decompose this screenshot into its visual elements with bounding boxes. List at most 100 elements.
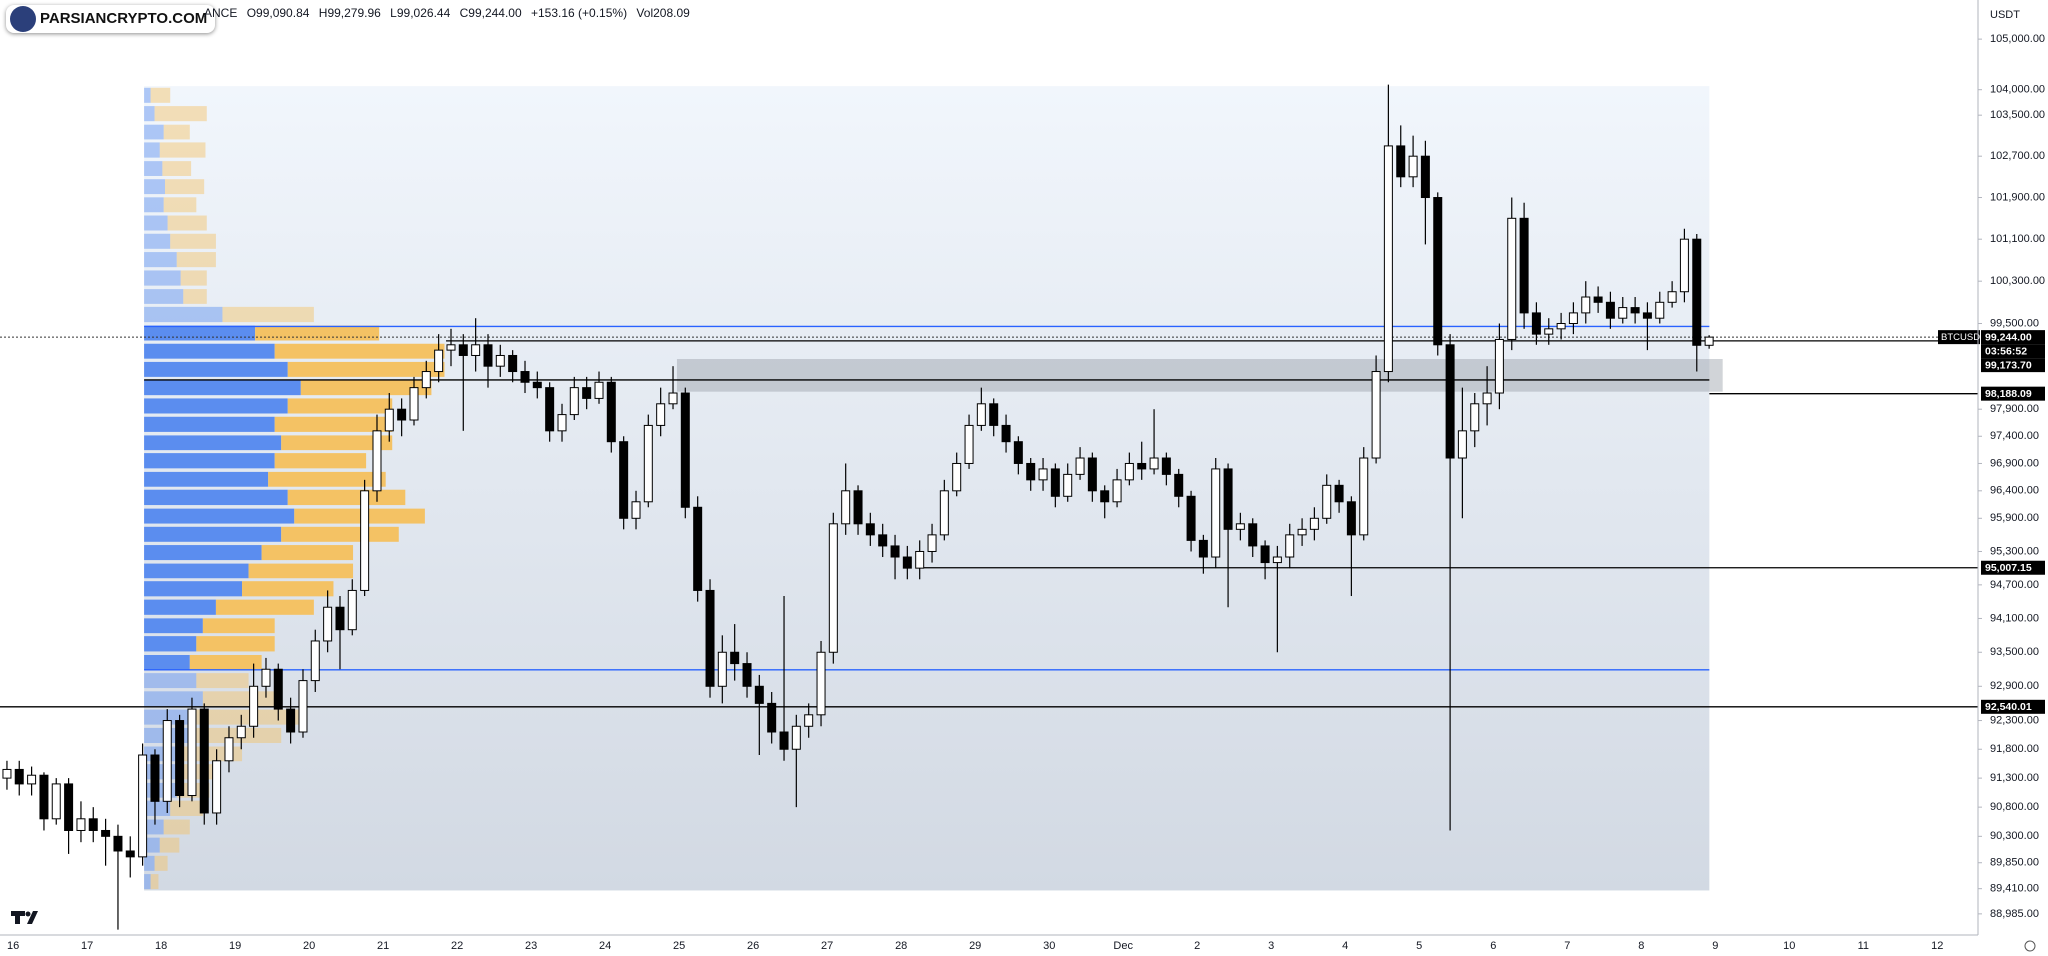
candle-body <box>606 381 616 443</box>
candle-body <box>384 408 394 432</box>
candle-body <box>224 737 234 762</box>
candle-body <box>927 534 937 552</box>
profile-buy-bar <box>144 252 177 268</box>
x-tick-label: 16 <box>7 940 19 952</box>
candle-body <box>1174 473 1184 497</box>
candle-body <box>310 640 320 682</box>
candle-body <box>693 506 703 591</box>
ohlc-header: ANCE O99,090.84 H99,279.96 L99,026.44 C9… <box>204 6 690 20</box>
candle-body <box>1013 441 1023 464</box>
candle-body <box>14 768 24 785</box>
candle-body <box>1642 312 1652 319</box>
candle-body <box>1420 155 1430 199</box>
profile-buy-bar <box>144 800 171 816</box>
candle-body <box>532 381 542 389</box>
candle-body <box>249 685 259 727</box>
candle-body <box>1704 336 1714 346</box>
y-tick-label: 104,000.00 <box>1990 84 2045 96</box>
candle-body <box>582 387 592 399</box>
profile-sell-bar <box>176 252 216 268</box>
candle-body <box>902 556 912 569</box>
candle-body <box>730 651 740 665</box>
candle-body <box>1075 457 1085 475</box>
y-tick-label: 97,400.00 <box>1990 430 2039 442</box>
candle-body <box>545 387 555 432</box>
x-tick-label: 22 <box>451 940 463 952</box>
x-tick-label: 3 <box>1268 940 1274 952</box>
candle-body <box>767 702 777 733</box>
profile-sell-bar <box>154 106 207 122</box>
candle-body <box>1445 344 1455 459</box>
candle-body <box>138 754 148 858</box>
candle-body <box>199 708 209 814</box>
candle-body <box>1630 307 1640 314</box>
profile-buy-bar <box>144 673 197 689</box>
candle-body <box>1507 217 1517 340</box>
y-tick-label: 105,000.00 <box>1990 33 2045 45</box>
price-line-tag: 99,173.70 <box>1981 358 2045 373</box>
x-tick-label: Dec <box>1113 940 1133 952</box>
profile-sell-bar <box>274 343 445 359</box>
price-line-tag-bg <box>1981 699 2045 714</box>
profile-sell-bar <box>202 618 275 634</box>
candle-body <box>409 387 419 421</box>
candle-body <box>779 731 789 750</box>
profile-buy-bar <box>144 197 164 213</box>
profile-sell-bar <box>274 416 393 432</box>
candle-body <box>446 344 456 351</box>
y-tick-label: 91,300.00 <box>1990 772 2039 784</box>
candle-body <box>1618 307 1628 319</box>
candle-body <box>1137 462 1147 470</box>
currency-label: USDT <box>1990 9 2020 21</box>
candle-body <box>1679 238 1689 293</box>
ohlc-label: C <box>459 6 469 20</box>
symbol-tag: BTCUSDT <box>1941 332 1986 343</box>
x-tick-label: 5 <box>1416 940 1422 952</box>
profile-buy-bar <box>144 563 249 579</box>
candle-body <box>619 441 629 519</box>
candle-body <box>964 424 974 464</box>
candle-body <box>1026 462 1036 481</box>
candle-body <box>1285 534 1295 558</box>
price-line-tag: 98,188.09 <box>1981 386 2045 401</box>
candle-body <box>1260 545 1270 564</box>
candle-body <box>236 725 246 739</box>
x-tick-label: 7 <box>1564 940 1570 952</box>
watermark-text: PARSIANCRYPTO.COM <box>40 10 208 27</box>
profile-sell-bar <box>159 837 180 853</box>
candle-body <box>1692 238 1702 346</box>
profile-sell-bar <box>242 581 334 597</box>
candle-body <box>88 818 98 831</box>
y-tick-label: 101,100.00 <box>1990 233 2045 245</box>
profile-buy-bar <box>144 508 295 524</box>
candle-body <box>347 589 357 631</box>
candle-body <box>508 354 518 373</box>
profile-sell-bar <box>162 161 192 176</box>
candle-body <box>1309 517 1319 530</box>
profile-sell-bar <box>261 545 354 561</box>
candle-body <box>742 663 752 687</box>
candle-body <box>594 381 604 399</box>
y-tick-label: 97,900.00 <box>1990 403 2039 415</box>
candle-body <box>483 344 493 367</box>
y-tick-label: 91,800.00 <box>1990 743 2039 755</box>
x-tick-label: 30 <box>1043 940 1055 952</box>
profile-sell-bar <box>159 142 206 158</box>
candle-body <box>853 490 863 525</box>
x-tick-label: 24 <box>599 940 611 952</box>
profile-buy-bar <box>144 782 177 798</box>
symbol-tag-bg <box>1938 330 1980 345</box>
candle-body <box>51 783 61 820</box>
candle-body <box>717 651 727 687</box>
candle-body <box>1161 457 1171 475</box>
candle-body <box>1655 301 1665 319</box>
profile-sell-bar <box>167 215 207 231</box>
settings-icon[interactable] <box>2024 940 2036 952</box>
candle-body <box>656 403 666 426</box>
x-tick-label: 2 <box>1194 940 1200 952</box>
y-tick-label: 92,300.00 <box>1990 714 2039 726</box>
profile-buy-bar <box>144 87 151 103</box>
ohlc-label: H <box>318 6 328 20</box>
x-tick-label: 10 <box>1783 940 1795 952</box>
